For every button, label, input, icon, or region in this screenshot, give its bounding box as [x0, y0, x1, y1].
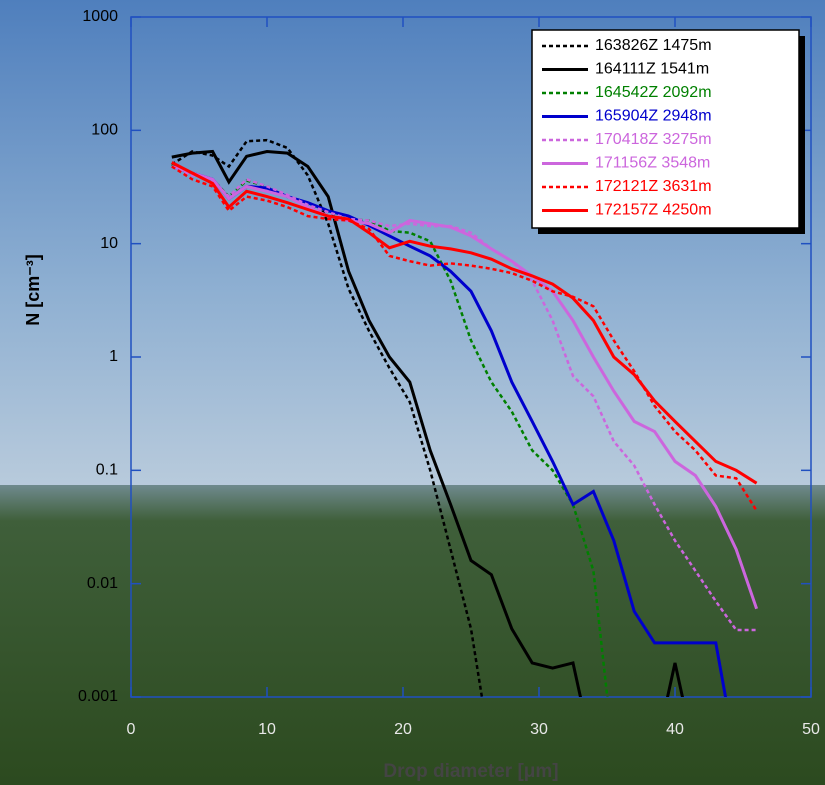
legend-label: 172157Z 4250m — [595, 202, 712, 219]
legend-box — [531, 29, 800, 229]
x-tick-label: 20 — [394, 721, 412, 738]
legend-label: 170418Z 3275m — [595, 131, 712, 148]
x-tick-label: 10 — [258, 721, 276, 738]
series-line — [171, 165, 728, 697]
axes: 0.001 0.01 0.1 1 10 100 1000 0 10 20 30 40 50 — [78, 8, 820, 738]
legend-label: 172121Z 3631m — [595, 178, 712, 195]
x-tick-label: 50 — [802, 721, 820, 738]
y-tick-label: 0.001 — [78, 688, 118, 705]
series-line — [171, 149, 684, 697]
series-line — [171, 165, 759, 610]
series-line — [171, 165, 758, 512]
legend-label: 171156Z 3548m — [595, 155, 710, 172]
y-tick-label: 0.1 — [96, 462, 118, 479]
y-axis-label: N [cm⁻³] — [23, 254, 43, 326]
forest-background — [0, 485, 825, 785]
legend-label: 163826Z 1475m — [595, 37, 712, 54]
y-tick-label: 100 — [91, 122, 118, 139]
legend-label: 165904Z 2948m — [595, 108, 712, 125]
x-tick-label: 30 — [530, 721, 548, 738]
x-tick-label: 0 — [127, 721, 136, 738]
series-line — [171, 138, 484, 697]
legend-label: 164111Z 1541m — [595, 61, 709, 78]
legend: 163826Z 1475m 164111Z 1541m 164542Z 2092m 1… — [531, 29, 805, 234]
series-line — [171, 165, 757, 632]
y-tick-label: 1000 — [82, 8, 118, 25]
x-axis-label: Drop diameter [μm] — [383, 761, 558, 782]
plot-lines — [171, 138, 759, 697]
y-tick-label: 10 — [100, 235, 118, 252]
x-tick-label: 40 — [666, 721, 684, 738]
series-line — [171, 161, 758, 485]
y-tick-label: 0.01 — [87, 575, 118, 592]
y-tick-label: 1 — [109, 348, 118, 365]
legend-label: 164542Z 2092m — [595, 84, 712, 101]
